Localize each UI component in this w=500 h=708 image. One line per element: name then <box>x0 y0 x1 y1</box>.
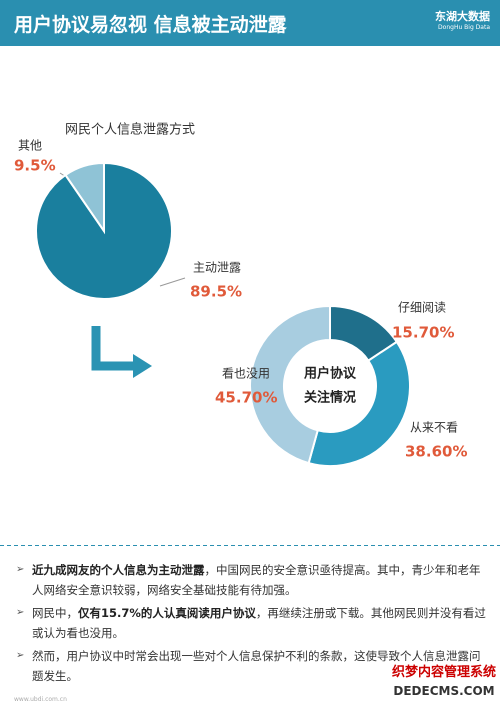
bullet-text: 近九成网友的个人信息为主动泄露 <box>32 563 205 577</box>
watermark-sub: DEDECMS.COM <box>393 684 495 698</box>
watermark-text: 织梦内容管理系统 <box>391 665 496 680</box>
arrow-head <box>133 354 152 378</box>
logo: 东湖大数据 DongHu Big Data <box>435 8 490 31</box>
value-label: 9.5% <box>14 157 56 175</box>
bullet: 然而，用户协议中时常会出现一些对个人信息保护不利的条款，这使导致个人信息泄露问题… <box>16 646 486 686</box>
slice <box>249 304 331 465</box>
value-label: 89.5% <box>190 283 242 301</box>
bullet-text: 然而，用户协议中时常会出现一些对个人信息保护不利的条款，这使导致个人信息泄露问题… <box>32 649 481 683</box>
category-label: 从来不看 <box>410 421 458 435</box>
arrow <box>91 326 135 371</box>
header-title: 用户协议易忽视 信息被主动泄露 <box>14 14 287 36</box>
bullet-text: 网民中， <box>32 606 78 620</box>
category-label: 仔细阅读 <box>398 301 446 315</box>
center-label: 用户协议 <box>303 366 357 382</box>
category-label: 其他 <box>18 139 42 153</box>
footer: www.ubdi.com.cn <box>14 696 67 703</box>
category-label: 看也没用 <box>222 366 270 381</box>
bullet-text: 仅有15.7%的人认真阅读用户协议 <box>78 606 256 620</box>
slice <box>64 161 105 235</box>
slice <box>307 340 411 467</box>
header: 用户协议易忽视 信息被主动泄露 东湖大数据 DongHu Big Data <box>0 0 500 46</box>
logo-text: 东湖大数据 <box>435 10 490 23</box>
value-label: 38.60% <box>405 443 467 461</box>
value-label: 45.70% <box>215 389 277 407</box>
bullet-text: ，中国网民的安全意识亟待提高。其中，青少年和老年人网络安全意识较弱，网络安全基础… <box>32 563 481 597</box>
value-label: 15.70% <box>392 324 454 342</box>
bullet: 近九成网友的个人信息为主动泄露，中国网民的安全意识亟待提高。其中，青少年和老年人… <box>16 560 486 600</box>
bullets: 近九成网友的个人信息为主动泄露，中国网民的安全意识亟待提高。其中，青少年和老年人… <box>16 560 486 689</box>
category-label: 主动泄露 <box>193 261 241 275</box>
logo-sub: DongHu Big Data <box>438 24 490 31</box>
pie-title: 网民个人信息泄露方式 <box>65 122 195 138</box>
center-label: 关注情况 <box>304 390 356 406</box>
leader-line <box>159 277 186 287</box>
charts: 网民个人信息泄露方式 主动泄露 89.5% 其他 9.5% 仔细阅读 15.70% 从来不看… <box>0 122 500 546</box>
watermark: 织梦内容管理系统 DEDECMS.COM <box>391 664 496 700</box>
bullet: 网民中，仅有15.7%的人认真阅读用户协议，再继续注册或下载。其他网民则并没有看… <box>16 603 486 643</box>
bullet-text: ，再继续注册或下载。其他网民则并没有看过或认为看也没用。 <box>32 606 486 640</box>
